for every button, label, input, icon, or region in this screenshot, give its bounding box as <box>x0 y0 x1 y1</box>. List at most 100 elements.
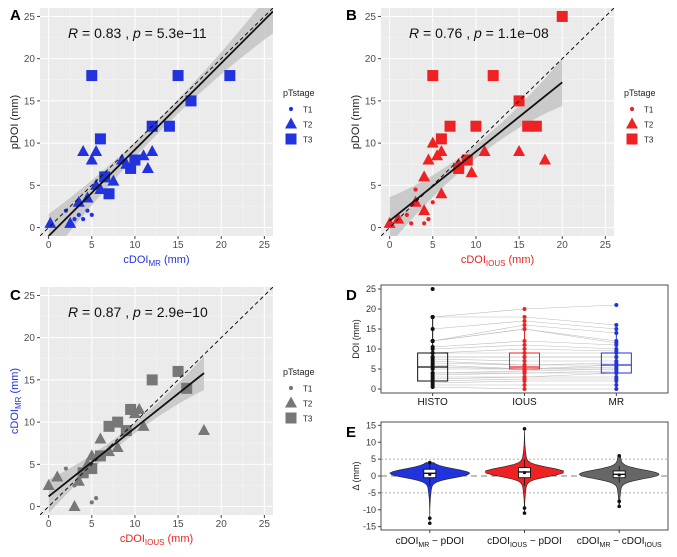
y-tick-label: 10 <box>366 344 376 354</box>
point-t3 <box>522 120 534 132</box>
panel-d: D 0 5 10 15 20 25 DOI (mm) HISTO IOUS MR <box>346 284 669 408</box>
regression-line <box>389 81 563 222</box>
point-t3 <box>427 70 439 82</box>
y-tick-label: 15 <box>366 324 376 334</box>
legend-entry: T1 <box>644 106 654 115</box>
x-tick-label: 0 <box>387 240 393 251</box>
y-tick-label: 15 <box>24 96 36 107</box>
point-t2 <box>137 149 150 161</box>
violin-outlier <box>617 453 622 458</box>
x-tick-label: 0 <box>46 519 52 530</box>
point-t2 <box>418 170 431 182</box>
x-category-label: cDOIIOUS − pDOI <box>487 536 562 549</box>
stat-p: p <box>132 25 141 41</box>
box-point <box>430 355 435 359</box>
box-point <box>522 359 527 363</box>
point-t1 <box>422 221 427 226</box>
box-point <box>430 327 435 331</box>
stat-annotation: R = 0.76 , p = 1.1e−08 <box>409 25 549 41</box>
y-tick-label: -10 <box>363 505 376 515</box>
x-tick-label: 5 <box>89 240 95 251</box>
cat-sub2: IOUS <box>645 542 662 549</box>
point-t1 <box>63 466 68 471</box>
point-t1 <box>72 483 77 488</box>
box-point <box>522 383 527 387</box>
point-t2 <box>626 117 638 129</box>
stat-p: p <box>132 304 141 320</box>
legend-entry: T1 <box>303 106 313 115</box>
box-point <box>522 315 527 319</box>
x-tick-label: 25 <box>259 519 271 530</box>
point-t1 <box>89 500 94 505</box>
point-t3 <box>487 70 499 82</box>
legend-entry: T2 <box>303 121 313 130</box>
x-tick-label: 15 <box>514 240 526 251</box>
point-t3 <box>163 120 175 132</box>
x-tick-label: 10 <box>129 240 141 251</box>
legend-entry: T3 <box>644 136 654 145</box>
violin-mean <box>617 473 621 477</box>
point-t2 <box>465 166 478 178</box>
point-t3 <box>86 463 98 475</box>
panel-label: A <box>10 7 21 24</box>
x-tick-label: 0 <box>46 240 52 251</box>
x-tick-label: 20 <box>216 519 228 530</box>
point-t3 <box>146 374 158 386</box>
box-point <box>614 347 619 351</box>
point-t2 <box>435 187 448 199</box>
point-t3 <box>461 154 473 166</box>
stat-r: R <box>409 25 419 41</box>
x-axis-label-unit: (mm) <box>161 254 190 266</box>
point-t2 <box>85 153 98 165</box>
point-t2 <box>392 212 405 224</box>
stat-p-value: = 5.3e−11 <box>141 25 207 41</box>
x-axis-label-sub: MR <box>148 259 161 268</box>
box-point <box>614 375 619 379</box>
y-tick-label: 5 <box>29 181 35 192</box>
x-category-label: MR <box>609 397 625 408</box>
cat-sub: MR <box>418 542 429 549</box>
point-t2 <box>418 204 431 216</box>
box-point <box>522 307 527 311</box>
box-point <box>522 347 527 351</box>
y-axis-label-sub: MR <box>14 396 23 409</box>
y-tick-label: 10 <box>365 139 377 150</box>
box-point <box>430 351 435 355</box>
point-t1 <box>85 208 90 213</box>
point-t1 <box>409 221 414 226</box>
stat-r: R <box>68 25 78 41</box>
legend-entry: T3 <box>303 136 313 145</box>
stat-annotation: R = 0.87 , p = 2.9e−10 <box>68 304 208 320</box>
y-axis-label-main: pDOI (mm) <box>350 95 362 149</box>
point-t2 <box>478 145 491 157</box>
x-category-label: IOUS <box>512 397 537 408</box>
box-point <box>614 303 619 307</box>
box-point <box>522 343 527 347</box>
x-axis-label-unit: (mm) <box>164 533 193 545</box>
x-axis-label-main: cDOI <box>461 254 486 266</box>
point-t2 <box>452 157 465 169</box>
box-point <box>614 359 619 363</box>
cat-main: cDOI <box>396 536 419 547</box>
legend-entry: T2 <box>644 121 654 130</box>
point-t2 <box>431 149 444 161</box>
y-tick-label: 10 <box>366 437 376 447</box>
point-t1 <box>76 212 81 217</box>
cat-main: cDOI <box>577 536 600 547</box>
point-t1 <box>93 496 99 501</box>
cat-main: cDOI <box>487 536 510 547</box>
x-axis-label-main: cDOI <box>123 254 148 266</box>
x-axis-label-sub: IOUS <box>486 259 506 268</box>
point-t2 <box>107 174 120 186</box>
y-axis-label-main: cDOI <box>9 409 21 434</box>
y-tick-label: 0 <box>371 384 376 394</box>
y-axis-label: pDOI (mm) <box>9 95 21 149</box>
violin-outlier <box>617 504 622 509</box>
identity-line <box>40 287 273 515</box>
cat-rest: − pDOI <box>429 536 464 547</box>
y-axis-label-main: pDOI (mm) <box>9 95 21 149</box>
point-t3 <box>99 171 111 183</box>
point-t1 <box>288 385 294 391</box>
legend-entry: T2 <box>303 400 313 409</box>
